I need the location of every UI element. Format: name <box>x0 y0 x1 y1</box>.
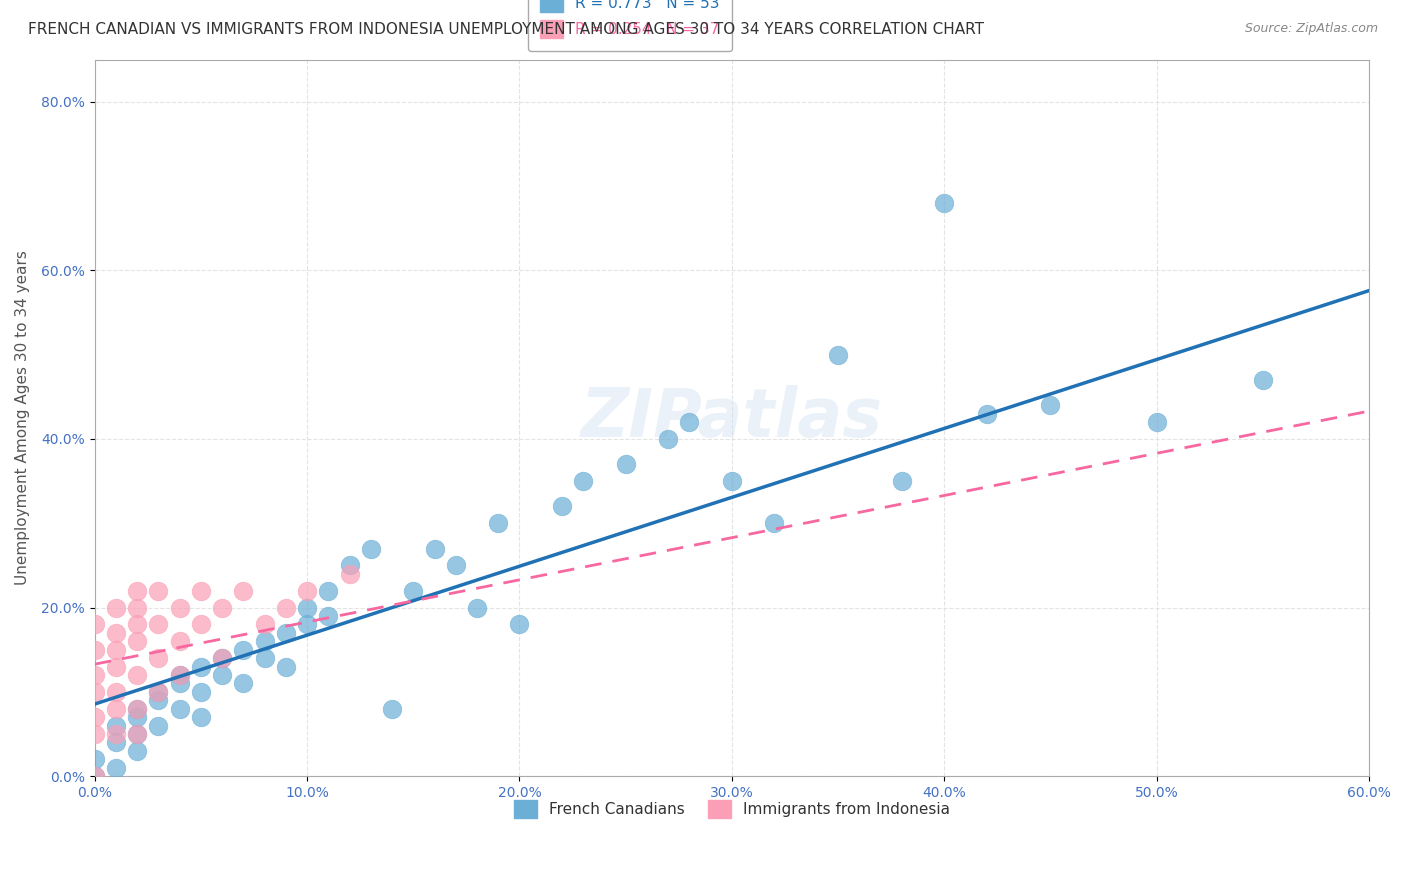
Point <box>104 625 127 640</box>
Point <box>318 609 340 624</box>
Point <box>169 600 191 615</box>
Point <box>211 668 233 682</box>
Point <box>211 651 233 665</box>
Point <box>169 668 191 682</box>
Point <box>1146 415 1168 429</box>
Point <box>148 617 170 632</box>
Point <box>934 195 956 210</box>
Point <box>127 617 149 632</box>
Point <box>486 516 509 531</box>
Point <box>827 348 849 362</box>
Point <box>423 541 446 556</box>
Point <box>127 727 149 741</box>
Point <box>572 474 595 488</box>
Point <box>190 583 212 598</box>
Text: ZIPatlas: ZIPatlas <box>581 384 883 450</box>
Point <box>127 744 149 758</box>
Point <box>190 685 212 699</box>
Point <box>253 634 276 648</box>
Point <box>318 583 340 598</box>
Point <box>339 566 361 581</box>
Point <box>127 668 149 682</box>
Point <box>83 710 105 724</box>
Point <box>83 769 105 783</box>
Point <box>339 558 361 573</box>
Text: Source: ZipAtlas.com: Source: ZipAtlas.com <box>1244 22 1378 36</box>
Point <box>360 541 382 556</box>
Point <box>83 685 105 699</box>
Legend: French Canadians, Immigrants from Indonesia: French Canadians, Immigrants from Indone… <box>506 792 957 826</box>
Point <box>763 516 786 531</box>
Point <box>148 718 170 732</box>
Point <box>295 617 318 632</box>
Point <box>83 752 105 766</box>
Point <box>104 659 127 673</box>
Point <box>169 702 191 716</box>
Point <box>148 685 170 699</box>
Point <box>508 617 530 632</box>
Point <box>253 617 276 632</box>
Point <box>127 710 149 724</box>
Point <box>104 761 127 775</box>
Point <box>148 583 170 598</box>
Point <box>295 600 318 615</box>
Point <box>274 625 297 640</box>
Point <box>614 457 637 471</box>
Point <box>190 659 212 673</box>
Point <box>83 727 105 741</box>
Point <box>232 642 254 657</box>
Point <box>976 407 998 421</box>
Point <box>381 702 404 716</box>
Y-axis label: Unemployment Among Ages 30 to 34 years: Unemployment Among Ages 30 to 34 years <box>15 251 30 585</box>
Point <box>465 600 488 615</box>
Point <box>232 676 254 690</box>
Point <box>211 651 233 665</box>
Point <box>104 735 127 749</box>
Point <box>253 651 276 665</box>
Point <box>169 668 191 682</box>
Point <box>127 600 149 615</box>
Text: FRENCH CANADIAN VS IMMIGRANTS FROM INDONESIA UNEMPLOYMENT AMONG AGES 30 TO 34 YE: FRENCH CANADIAN VS IMMIGRANTS FROM INDON… <box>28 22 984 37</box>
Point <box>127 727 149 741</box>
Point <box>169 676 191 690</box>
Point <box>274 659 297 673</box>
Point <box>104 642 127 657</box>
Point <box>104 718 127 732</box>
Point <box>211 600 233 615</box>
Point <box>890 474 912 488</box>
Point <box>274 600 297 615</box>
Point <box>104 727 127 741</box>
Point <box>104 685 127 699</box>
Point <box>402 583 425 598</box>
Point <box>104 702 127 716</box>
Point <box>104 600 127 615</box>
Point <box>444 558 467 573</box>
Point <box>148 685 170 699</box>
Point <box>657 432 679 446</box>
Point <box>83 668 105 682</box>
Point <box>127 702 149 716</box>
Point <box>148 651 170 665</box>
Point <box>551 500 574 514</box>
Point <box>295 583 318 598</box>
Point <box>1251 373 1274 387</box>
Point <box>83 642 105 657</box>
Point <box>127 634 149 648</box>
Point <box>678 415 700 429</box>
Point <box>148 693 170 707</box>
Point <box>169 634 191 648</box>
Point <box>190 710 212 724</box>
Point <box>232 583 254 598</box>
Point <box>83 617 105 632</box>
Point <box>190 617 212 632</box>
Point <box>721 474 744 488</box>
Point <box>83 769 105 783</box>
Point <box>127 583 149 598</box>
Point <box>1039 398 1062 412</box>
Point <box>127 702 149 716</box>
